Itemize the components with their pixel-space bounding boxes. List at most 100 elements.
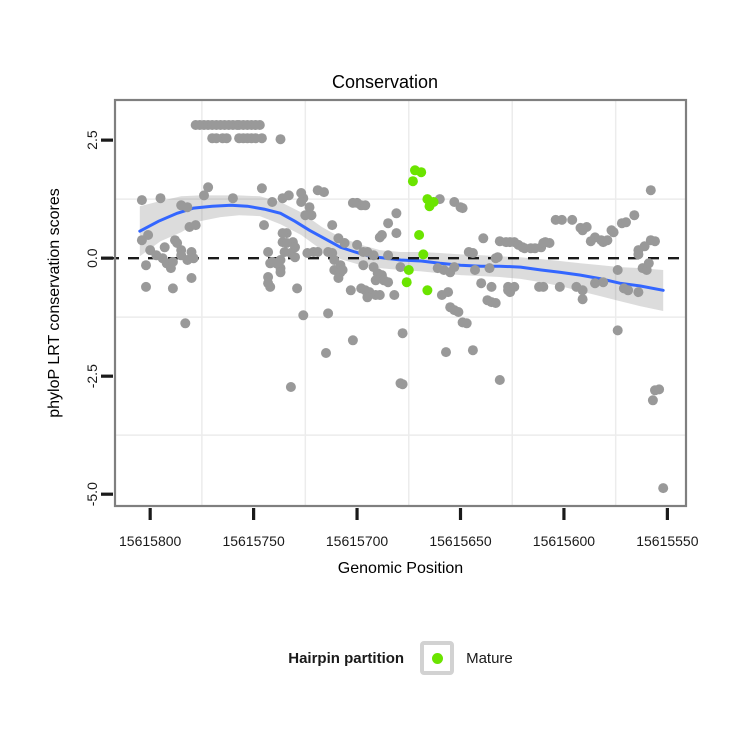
data-point-mature xyxy=(418,249,429,260)
data-point xyxy=(203,182,214,193)
data-point xyxy=(449,262,460,273)
panel-background xyxy=(115,100,686,506)
data-point xyxy=(275,255,286,265)
data-point xyxy=(383,250,394,261)
data-point xyxy=(263,247,274,257)
y-tick-label: 2.5 xyxy=(84,130,100,150)
data-point xyxy=(650,236,660,247)
data-point xyxy=(362,292,373,303)
data-point xyxy=(654,384,665,395)
data-point xyxy=(256,133,267,144)
data-point xyxy=(383,277,394,288)
data-point xyxy=(612,325,623,336)
data-point xyxy=(590,278,600,289)
data-point xyxy=(467,345,478,356)
data-point xyxy=(645,185,656,196)
data-point xyxy=(509,281,520,292)
data-point xyxy=(254,120,265,130)
data-point xyxy=(358,260,369,271)
data-point xyxy=(312,247,323,257)
data-point xyxy=(383,218,394,229)
data-point xyxy=(470,265,480,275)
data-point xyxy=(623,285,634,296)
data-point xyxy=(370,275,381,286)
data-point xyxy=(186,273,197,283)
data-point xyxy=(478,233,489,244)
data-point xyxy=(306,210,317,221)
data-point xyxy=(647,395,658,406)
data-point xyxy=(556,214,567,225)
data-point xyxy=(190,220,201,231)
data-point xyxy=(538,281,549,292)
legend-key xyxy=(420,641,455,675)
x-tick-label: 15615600 xyxy=(533,533,596,549)
data-point xyxy=(337,265,348,275)
data-point xyxy=(453,307,464,317)
data-point xyxy=(285,382,296,392)
data-point xyxy=(199,190,209,201)
data-point xyxy=(484,263,495,274)
data-point xyxy=(304,202,315,213)
data-point xyxy=(275,267,286,278)
data-point xyxy=(352,239,363,250)
data-point xyxy=(554,281,565,292)
data-point xyxy=(629,210,640,221)
data-point xyxy=(347,335,358,346)
data-point xyxy=(267,197,278,207)
data-point-mature xyxy=(422,285,433,296)
x-axis-title: Genomic Position xyxy=(337,560,464,577)
x-tick-label: 15615750 xyxy=(222,533,285,549)
data-point xyxy=(490,298,501,308)
data-point xyxy=(643,258,654,269)
data-point xyxy=(296,197,307,207)
legend-title: Hairpin partition xyxy=(288,649,405,667)
data-point xyxy=(182,202,193,213)
data-point xyxy=(155,193,166,204)
data-point xyxy=(167,256,178,267)
data-point xyxy=(136,195,147,206)
data-point xyxy=(467,248,478,258)
data-point xyxy=(327,220,338,231)
data-point xyxy=(621,217,631,228)
data-point xyxy=(345,285,356,296)
data-point xyxy=(658,483,669,494)
data-point xyxy=(376,230,387,240)
data-point xyxy=(486,281,497,292)
data-point xyxy=(639,241,650,252)
data-point xyxy=(544,238,555,248)
data-point xyxy=(577,294,588,305)
data-point xyxy=(585,236,596,247)
data-point xyxy=(368,250,379,261)
data-point-mature xyxy=(407,176,418,187)
data-point xyxy=(159,242,170,253)
data-point xyxy=(368,262,379,273)
data-point xyxy=(608,227,619,238)
panel-border xyxy=(113,98,688,508)
y-tick-label: -5.0 xyxy=(84,482,100,506)
data-point xyxy=(494,375,505,385)
x-tick-label: 15615650 xyxy=(429,533,492,549)
data-point xyxy=(577,285,588,296)
legend: Hairpin partition Mature xyxy=(115,640,686,676)
x-tick-label: 15615700 xyxy=(326,533,389,549)
legend-item-label: Mature xyxy=(466,649,513,667)
data-point xyxy=(457,203,468,214)
y-tick-label: 0.0 xyxy=(84,248,100,268)
data-point xyxy=(321,348,331,358)
data-point-mature xyxy=(401,277,412,288)
confidence-ribbon xyxy=(139,195,664,311)
data-point xyxy=(323,308,334,319)
mature-dot-icon xyxy=(431,652,443,664)
data-point xyxy=(389,290,400,300)
data-point xyxy=(141,281,151,292)
data-point-mature xyxy=(416,167,427,178)
data-point xyxy=(319,187,329,198)
data-point xyxy=(461,318,472,329)
data-point xyxy=(290,252,300,263)
chart-title: Conservation xyxy=(331,72,439,92)
data-point xyxy=(227,193,238,204)
data-point xyxy=(395,262,406,273)
data-point xyxy=(391,228,402,239)
